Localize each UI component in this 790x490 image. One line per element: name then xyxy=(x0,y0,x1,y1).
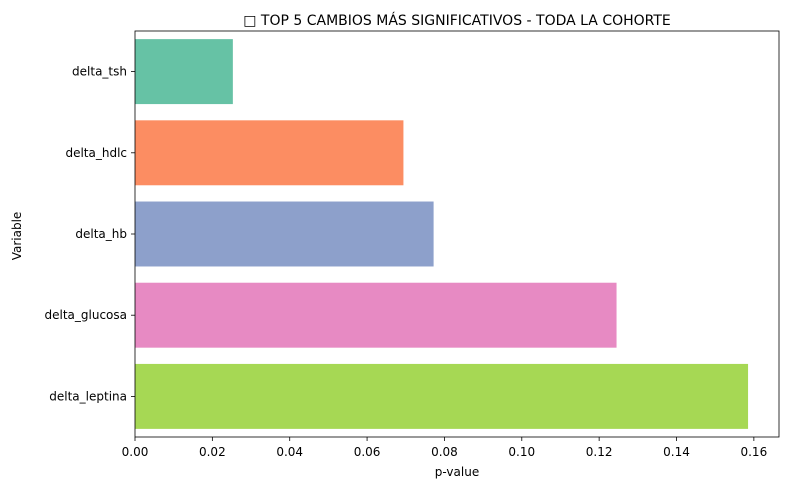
x-tick-label: 0.14 xyxy=(663,445,690,459)
chart-title: □ TOP 5 CAMBIOS MÁS SIGNIFICATIVOS - TOD… xyxy=(243,12,671,29)
y-tick-label: delta_glucosa xyxy=(45,308,128,322)
x-tick-label: 0.02 xyxy=(199,445,226,459)
plot-area: delta_tsh delta_hdlc delta_hb delta_glucosa… xyxy=(45,30,780,459)
y-tick-label: delta_leptina xyxy=(49,389,127,403)
y-tick-label: delta_hb xyxy=(75,227,127,241)
plot-frame xyxy=(134,30,780,438)
x-tick-label: 0.00 xyxy=(122,445,149,459)
x-tick-label: 0.06 xyxy=(354,445,381,459)
x-tick-label: 0.04 xyxy=(276,445,303,459)
bar-delta_leptina xyxy=(135,363,749,429)
bar-delta_glucosa xyxy=(135,282,617,348)
x-axis-title: p-value xyxy=(435,465,479,479)
x-tick-label: 0.08 xyxy=(431,445,458,459)
bar-delta_tsh xyxy=(135,39,233,105)
bar-delta_hb xyxy=(135,201,434,267)
x-tick-label: 0.12 xyxy=(586,445,613,459)
y-tick-label: delta_tsh xyxy=(72,65,127,79)
x-tick-label: 0.16 xyxy=(740,445,767,459)
y-tick-label: delta_hdlc xyxy=(65,146,127,160)
y-axis-title: Variable xyxy=(10,212,24,261)
x-tick-label: 0.10 xyxy=(508,445,535,459)
bar-delta_hdlc xyxy=(135,120,404,186)
